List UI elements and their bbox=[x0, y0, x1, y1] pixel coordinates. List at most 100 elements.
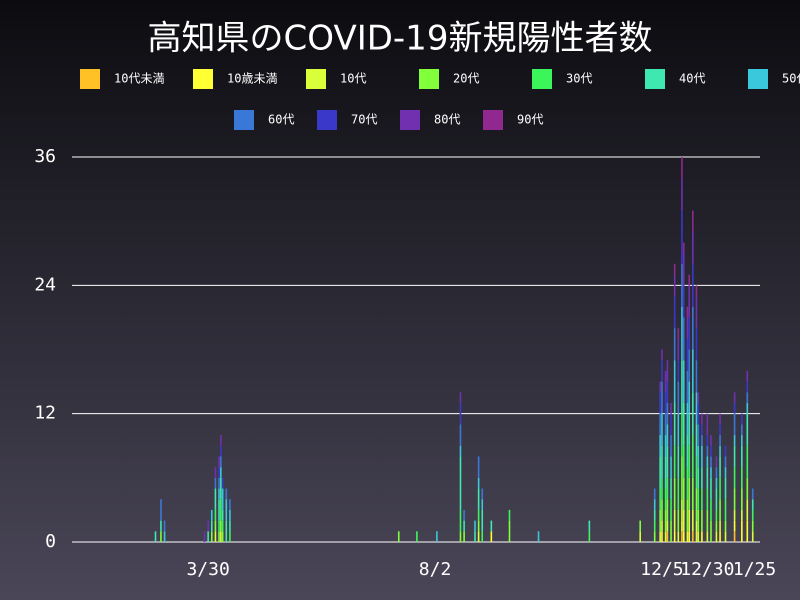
bar-segment bbox=[686, 317, 689, 339]
bar-segment bbox=[695, 456, 698, 489]
bar-segment bbox=[661, 477, 663, 500]
bar-segment bbox=[220, 456, 222, 468]
bar-segment bbox=[163, 520, 166, 532]
bar-segment bbox=[661, 499, 663, 521]
bar-segment bbox=[229, 531, 231, 542]
bar-segment bbox=[416, 531, 418, 542]
bar-segment bbox=[477, 456, 480, 478]
chart-title: 高知県のCOVID-19新規陽性者数 bbox=[148, 19, 653, 59]
bar-segment bbox=[220, 477, 222, 500]
bar-segment bbox=[746, 477, 749, 500]
bar-segment bbox=[746, 392, 749, 403]
bar-segment bbox=[666, 445, 669, 478]
legend-swatch bbox=[645, 69, 665, 89]
bar-segment bbox=[682, 285, 685, 318]
bar-segment bbox=[229, 520, 231, 532]
bar-segment bbox=[677, 477, 680, 510]
bar-segment bbox=[537, 531, 540, 542]
legend-swatch bbox=[80, 69, 100, 89]
bar-segment bbox=[459, 531, 462, 542]
bar-segment bbox=[160, 499, 162, 521]
bar-segment bbox=[692, 231, 694, 264]
legend-label: 50代 bbox=[782, 72, 800, 86]
bar-segment bbox=[692, 306, 694, 350]
bar-segment bbox=[220, 445, 222, 457]
bar-segment bbox=[670, 435, 672, 457]
bar-segment bbox=[710, 499, 712, 521]
bar-segment bbox=[701, 531, 703, 542]
bar-segment bbox=[659, 392, 661, 414]
bar-segment bbox=[741, 413, 743, 425]
bar-segment bbox=[653, 520, 656, 532]
bar-segment bbox=[677, 413, 680, 446]
bar-segment bbox=[688, 381, 691, 414]
legend-label: 80代 bbox=[434, 113, 460, 127]
bar-segment bbox=[724, 531, 727, 542]
bar-segment bbox=[214, 488, 217, 510]
bar-segment bbox=[688, 531, 691, 542]
bar-segment bbox=[661, 520, 663, 532]
legend-label: 40代 bbox=[679, 72, 705, 86]
bar-segment bbox=[733, 509, 736, 521]
bar-segment bbox=[666, 477, 669, 500]
bar-segment bbox=[490, 520, 493, 532]
bar-segment bbox=[695, 392, 698, 425]
bar-segment bbox=[706, 509, 709, 532]
bar-segment bbox=[214, 531, 217, 542]
legend-label: 30代 bbox=[566, 72, 592, 86]
bar-segment bbox=[673, 402, 676, 446]
bar-segment bbox=[695, 488, 698, 521]
bar-segment bbox=[659, 531, 661, 542]
bar-segment bbox=[664, 531, 667, 542]
bar-segment bbox=[695, 285, 698, 297]
bar-segment bbox=[481, 499, 484, 510]
legend-label: 90代 bbox=[517, 113, 543, 127]
legend-swatch bbox=[234, 110, 254, 130]
bar-segment bbox=[508, 509, 511, 521]
bar-segment bbox=[210, 531, 213, 542]
bar-segment bbox=[397, 531, 400, 542]
bar-segment bbox=[229, 499, 231, 510]
y-tick-label: 12 bbox=[34, 403, 56, 424]
bar-segment bbox=[218, 488, 220, 500]
bar-segment bbox=[741, 520, 743, 542]
bar-segment bbox=[481, 488, 484, 500]
bar-segment bbox=[163, 531, 166, 542]
bar-segment bbox=[477, 477, 480, 489]
legend-swatch bbox=[317, 110, 337, 130]
bar-segment bbox=[751, 531, 754, 542]
bar-segment bbox=[751, 520, 754, 532]
bar-segment bbox=[681, 360, 683, 414]
bar-segment bbox=[715, 488, 718, 510]
bar-segment bbox=[203, 531, 206, 542]
bar-segment bbox=[746, 370, 749, 382]
bar-segment bbox=[477, 520, 480, 532]
bar-segment bbox=[661, 381, 663, 414]
bar-segment bbox=[681, 520, 683, 532]
legend-swatch bbox=[483, 110, 503, 130]
bar-segment bbox=[477, 509, 480, 521]
bar-segment bbox=[682, 531, 685, 542]
bar-segment bbox=[682, 477, 685, 510]
bar-segment bbox=[701, 435, 703, 446]
bar-segment bbox=[701, 424, 703, 436]
bar-segment bbox=[706, 488, 709, 510]
bar-segment bbox=[673, 509, 676, 532]
bar-segment bbox=[218, 467, 220, 478]
bar-segment bbox=[741, 488, 743, 510]
bar-segment bbox=[682, 445, 685, 478]
bar-segment bbox=[664, 509, 667, 532]
bar-segment bbox=[225, 520, 228, 542]
bar-segment bbox=[673, 531, 676, 542]
bar-segment bbox=[688, 349, 691, 382]
bar-segment bbox=[664, 413, 667, 436]
bar-segment bbox=[588, 531, 591, 542]
bar-segment bbox=[692, 210, 694, 232]
bar-segment bbox=[706, 456, 709, 468]
bar-segment bbox=[692, 531, 694, 542]
bar-segment bbox=[670, 499, 672, 521]
bar-segment bbox=[677, 328, 680, 339]
legend-swatch bbox=[532, 69, 552, 89]
legend-label: 10代 bbox=[340, 72, 366, 86]
